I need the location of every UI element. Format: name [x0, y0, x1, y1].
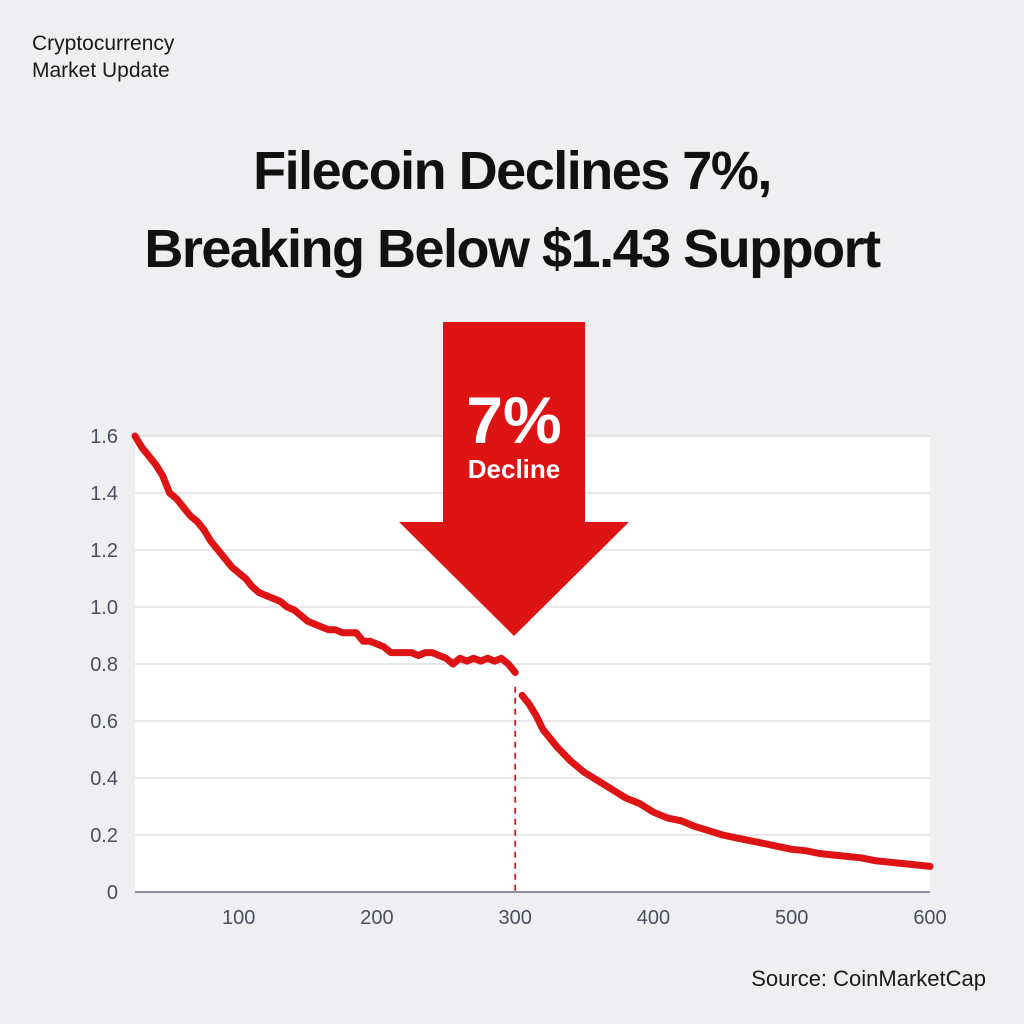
kicker-line-1: Cryptocurrency	[32, 32, 175, 55]
decline-percent: 7%	[466, 383, 561, 457]
y-tick-label: 0	[107, 882, 118, 904]
y-tick-label: 0.6	[90, 711, 118, 733]
x-tick-label: 300	[499, 907, 532, 929]
headline-line-1: Filecoin Declines 7%,	[253, 141, 772, 201]
headline-line-2: Breaking Below $1.43 Support	[144, 219, 881, 279]
kicker: Cryptocurrency Market Update	[32, 30, 174, 84]
x-tick-label: 200	[360, 907, 393, 929]
series-line-after	[518, 691, 934, 870]
headline: Filecoin Declines 7%, Breaking Below $1.…	[0, 132, 1024, 288]
decline-label: Decline	[468, 454, 561, 484]
x-tick-label: 100	[222, 907, 255, 929]
source-credit: Source: CoinMarketCap	[751, 966, 986, 991]
y-tick-label: 1.0	[90, 597, 118, 619]
series-line-before	[131, 432, 519, 676]
kicker-line-2: Market Update	[32, 59, 170, 82]
x-tick-label: 400	[637, 907, 670, 929]
y-tick-label: 0.2	[90, 825, 118, 847]
y-tick-label: 1.2	[90, 540, 118, 562]
y-tick-label: 0.4	[90, 768, 118, 790]
x-tick-label: 600	[913, 907, 946, 929]
x-tick-label: 500	[775, 907, 808, 929]
y-tick-label: 1.4	[90, 483, 118, 505]
y-tick-label: 1.6	[90, 426, 118, 448]
y-tick-label: 0.8	[90, 654, 118, 676]
decline-arrow-icon	[399, 322, 629, 636]
